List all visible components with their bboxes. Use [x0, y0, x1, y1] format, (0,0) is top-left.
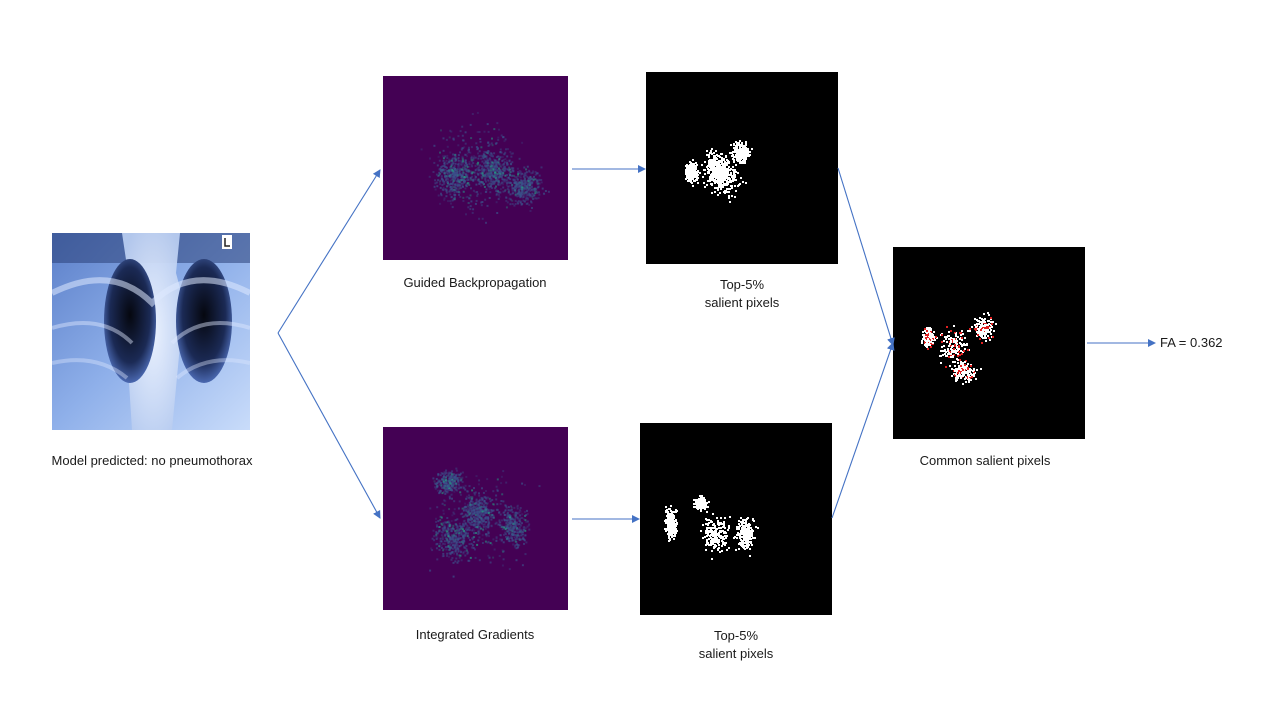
- integrated-gradients-heatmap: [383, 427, 568, 610]
- input-caption: Model predicted: no pneumothorax: [51, 453, 253, 468]
- integrated-gradients-mask: [640, 423, 832, 615]
- integrated-gradients-caption: Integrated Gradients: [415, 627, 535, 642]
- common-salient-mask: [893, 247, 1085, 439]
- guided-backprop-heatmap: [383, 76, 568, 260]
- xray-image: [52, 233, 250, 430]
- fa-result-label: FA = 0.362: [1160, 335, 1223, 350]
- integrated-gradients-mask-caption-line1: Top-5%: [713, 628, 759, 643]
- arrow-input-to-guided-backprop: [277, 169, 381, 334]
- integrated-gradients-mask-caption-line2: salient pixels: [698, 646, 774, 661]
- arrow-ig-mask-to-common: [831, 342, 895, 519]
- guided-backprop-mask-caption-line2: salient pixels: [704, 295, 780, 310]
- common-caption: Common salient pixels: [919, 453, 1051, 468]
- arrow-gb-mask-to-common: [837, 167, 895, 346]
- guided-backprop-caption: Guided Backpropagation: [403, 275, 547, 290]
- arrow-input-to-integrated-gradients: [277, 332, 381, 519]
- guided-backprop-mask: [646, 72, 838, 264]
- guided-backprop-mask-caption-line1: Top-5%: [719, 277, 765, 292]
